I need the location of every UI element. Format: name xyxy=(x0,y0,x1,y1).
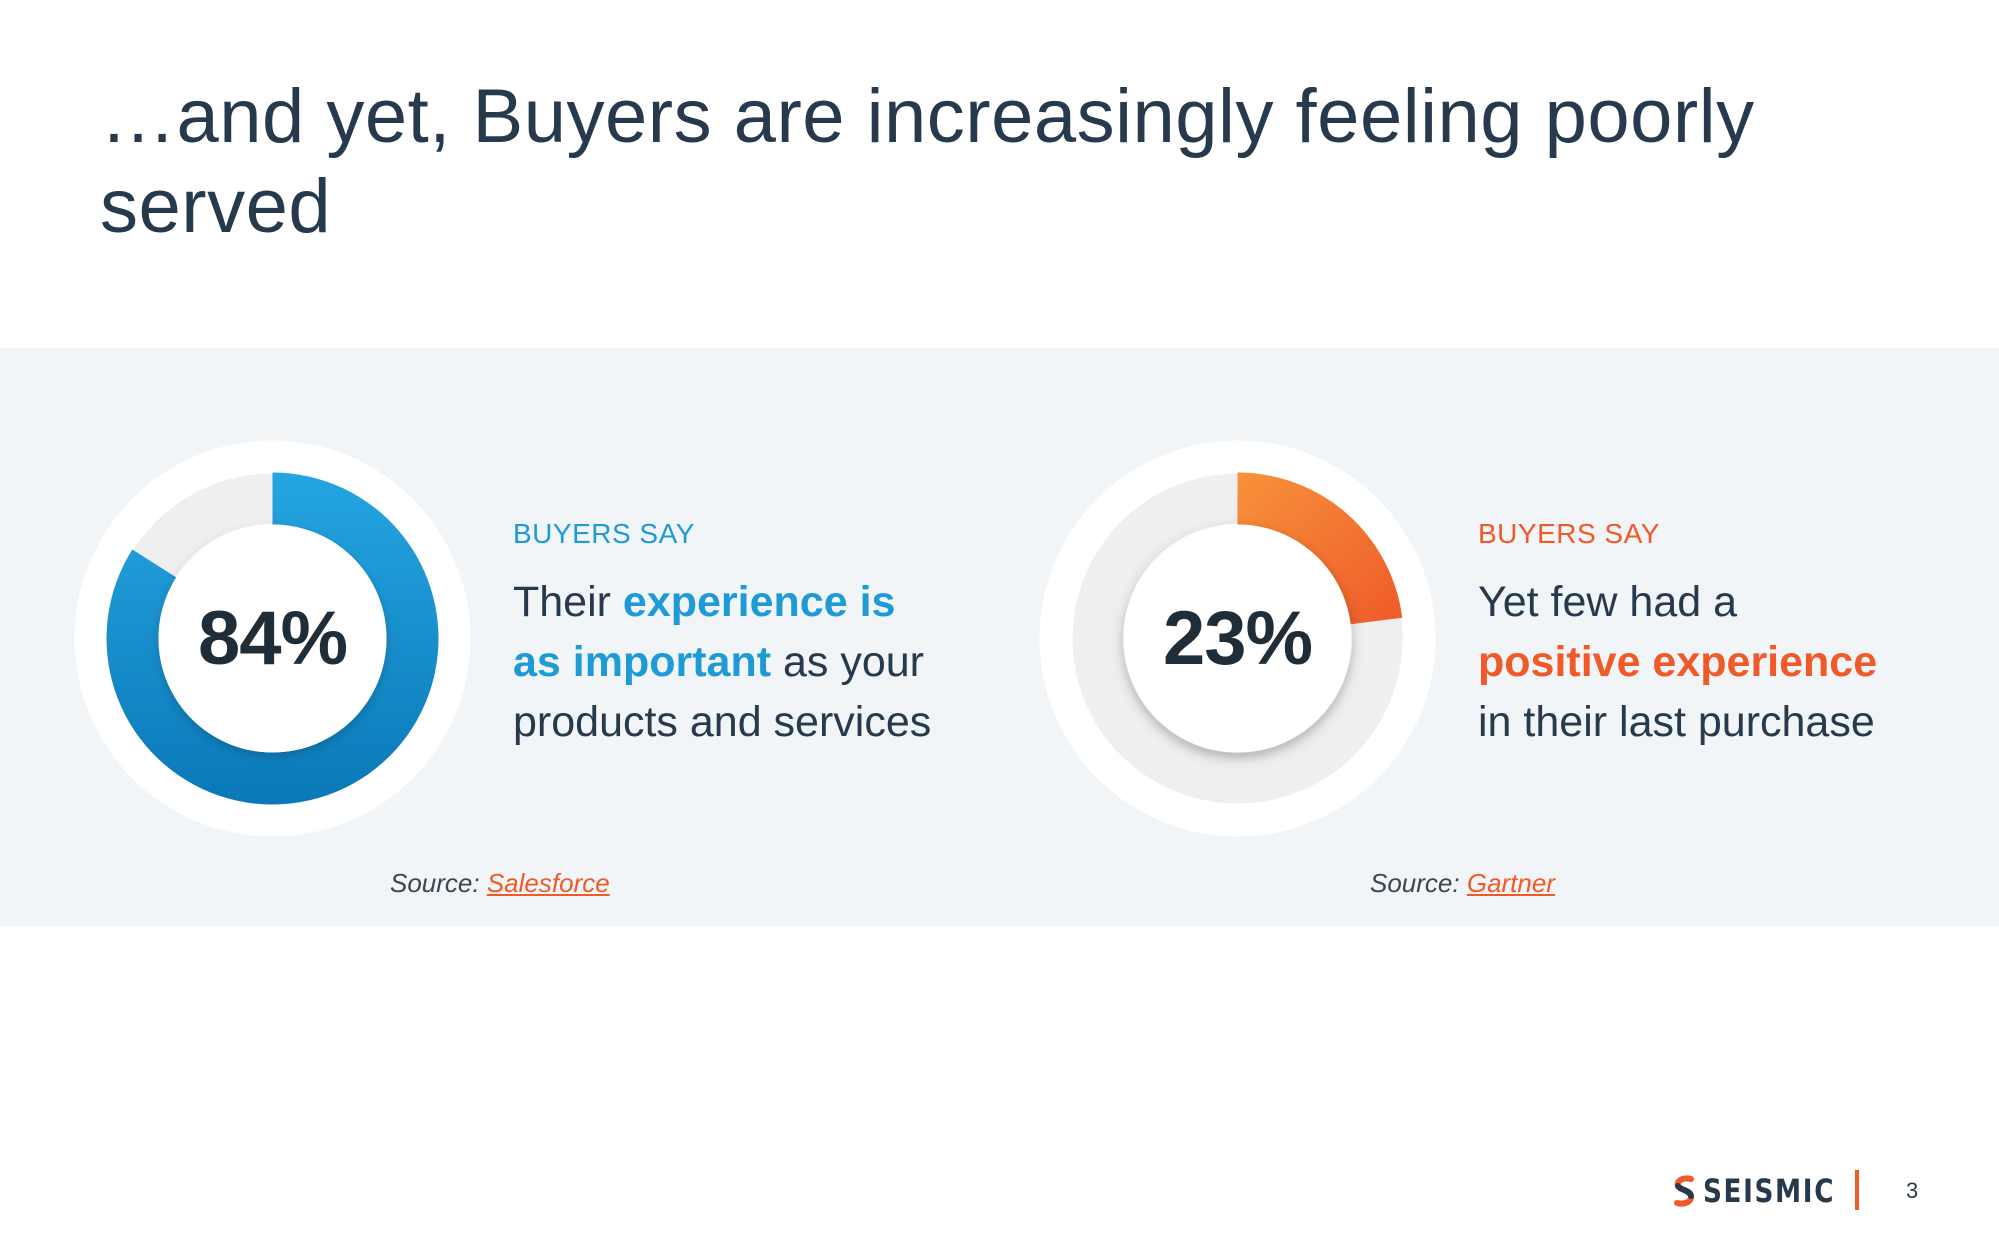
donut-center xyxy=(1123,524,1352,753)
slide-title: …and yet, Buyers are increasingly feelin… xyxy=(100,74,1755,249)
stat-statement: Their experience is as important as your… xyxy=(513,572,983,752)
seismic-logo-icon xyxy=(1674,1175,1695,1207)
stat-eyebrow: BUYERS SAY xyxy=(513,518,695,549)
source-link-salesforce[interactable]: Salesforce xyxy=(486,868,610,898)
donut-value-arc xyxy=(106,472,439,805)
statement-post: as your xyxy=(771,638,925,686)
stat-statement: Yet few had a positive experience in the… xyxy=(1478,572,1948,752)
statement-line-3: products and services xyxy=(513,698,932,746)
source-label: Source: xyxy=(390,868,480,898)
source-label: Source: xyxy=(1370,868,1460,898)
source-citation: Source: Gartner xyxy=(1370,868,1555,899)
statement-highlight-2: as important xyxy=(513,638,772,686)
stats-band: 84% BUYERS SAY Their experience is as im… xyxy=(0,348,1999,926)
seismic-logo: SEISMIC xyxy=(1673,1172,1864,1210)
statement-line-3: in their last purchase xyxy=(1478,698,1875,746)
statement-line-1: Yet few had a xyxy=(1478,578,1738,626)
brand-name: SEISMIC xyxy=(1703,1172,1836,1210)
stat-card-buyers-experience: 84% BUYERS SAY Their experience is as im… xyxy=(0,348,990,926)
statement-pre: Their xyxy=(513,578,623,626)
donut-center xyxy=(158,524,387,753)
stat-eyebrow: BUYERS SAY xyxy=(1478,518,1660,549)
page-number: 3 xyxy=(1906,1178,1919,1203)
source-citation: Source: Salesforce xyxy=(390,868,610,899)
source-link-gartner[interactable]: Gartner xyxy=(1466,868,1555,898)
donut-svg xyxy=(74,440,471,837)
donut-chart-84: 84% xyxy=(74,440,471,837)
stat-value: 23% xyxy=(1162,596,1313,681)
statement-highlight: positive experience xyxy=(1478,638,1878,686)
footer-divider xyxy=(1855,1170,1859,1210)
donut-chart-23: 23% xyxy=(1039,440,1436,837)
donut-value-arc xyxy=(1237,472,1403,625)
stat-copy: BUYERS SAY Yet few had a positive experi… xyxy=(1478,518,1948,752)
donut-svg xyxy=(1039,440,1436,837)
statement-highlight-1: experience is xyxy=(622,578,896,626)
stat-value: 84% xyxy=(197,596,348,681)
stat-copy: BUYERS SAY Their experience is as import… xyxy=(513,518,983,752)
stat-card-positive-experience: 23% BUYERS SAY Yet few had a positive ex… xyxy=(965,348,1955,926)
